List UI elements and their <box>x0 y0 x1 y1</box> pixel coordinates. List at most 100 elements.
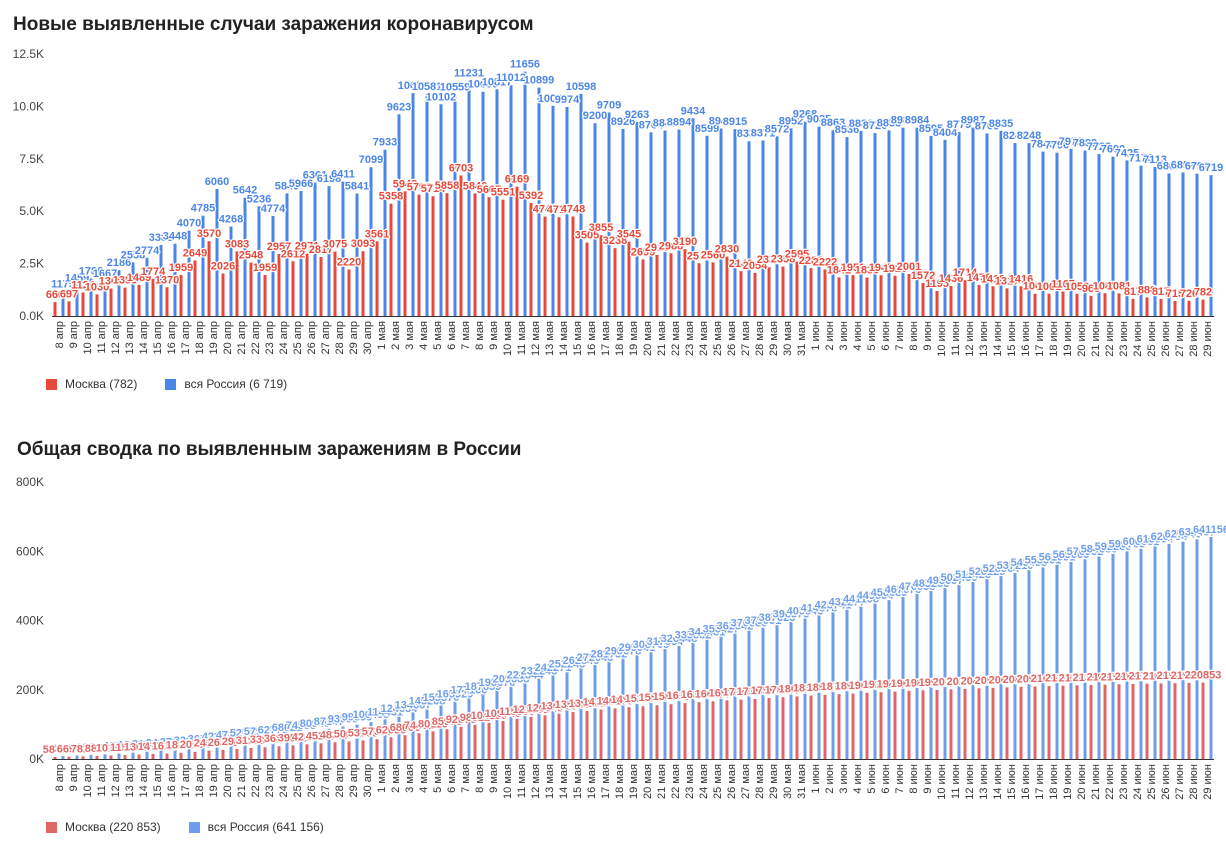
data-label-russia: 8831 <box>849 118 873 130</box>
data-label-russia: 553301 <box>1025 554 1062 566</box>
bar-moscow <box>515 718 519 759</box>
data-label-moscow: 2140 <box>729 258 753 270</box>
data-label-russia: 209688 <box>493 673 530 685</box>
bar-russia <box>299 190 303 316</box>
y-tick-label: 10.0K <box>13 99 44 113</box>
x-tick-label: 7 мая <box>460 321 472 350</box>
x-tick-label: 19 июн <box>1062 764 1074 800</box>
bar-russia <box>677 129 681 316</box>
bar-moscow <box>221 749 225 759</box>
bar-moscow <box>1131 298 1135 316</box>
legend-label-russia: вся Россия (641 156) <box>207 820 324 834</box>
data-label-russia: 9623 <box>387 101 411 113</box>
legend-item-moscow[interactable]: Москва (220 853) <box>46 820 161 834</box>
data-label-moscow: 2560 <box>701 249 725 261</box>
bar-russia <box>957 131 961 316</box>
bar-moscow <box>487 197 491 316</box>
bar-moscow <box>291 261 295 316</box>
x-tick-label: 23 июн <box>1118 321 1130 357</box>
data-label-russia: 232243 <box>521 666 558 678</box>
bar-russia <box>691 642 695 759</box>
data-label-russia: 10581 <box>412 81 443 93</box>
x-tick-label: 24 мая <box>698 764 710 799</box>
bar-russia <box>1013 572 1017 759</box>
bar-russia <box>145 751 149 759</box>
bar-moscow <box>767 267 771 316</box>
data-label-russia: 8672 <box>51 743 75 755</box>
x-tick-label: 16 июн <box>1020 321 1032 357</box>
x-tick-label: 2 июн <box>824 764 836 794</box>
data-label-moscow: 142868 <box>583 697 620 709</box>
data-label-russia: 7790 <box>1045 140 1069 152</box>
y-tick-label: 7.5K <box>19 152 44 166</box>
data-label-moscow: 219093 <box>1157 670 1194 682</box>
bar-russia <box>1139 548 1143 759</box>
data-label-moscow: 220853 <box>1185 670 1222 682</box>
bar-moscow <box>655 705 659 759</box>
data-label-russia: 485253 <box>913 578 950 590</box>
legend-item-moscow[interactable]: Москва (782) <box>46 377 137 391</box>
bar-russia <box>467 697 471 759</box>
x-tick-label: 9 июн <box>922 764 934 794</box>
data-label-russia: 317554 <box>647 636 685 648</box>
x-tick-label: 17 апр <box>180 321 192 354</box>
data-label-russia: 2558 <box>121 249 145 261</box>
data-label-russia: 344481 <box>689 627 726 639</box>
x-tick-label: 4 июн <box>852 321 864 351</box>
x-tick-label: 2 июн <box>824 321 836 351</box>
data-label-russia: 537210 <box>997 560 1034 572</box>
x-tick-label: 13 мая <box>544 321 556 356</box>
bar-russia <box>957 585 961 759</box>
data-label-russia: 99399 <box>342 712 373 724</box>
data-label-russia: 10899 <box>524 75 555 87</box>
data-label-moscow: 149651 <box>611 694 648 706</box>
data-label-russia: 308705 <box>633 639 670 651</box>
bar-russia <box>1139 165 1143 316</box>
bar-russia <box>803 618 807 759</box>
chart-legend: Москва (220 853) вся Россия (641 156) <box>46 820 352 834</box>
bar-moscow <box>949 689 953 759</box>
x-tick-label: 18 июн <box>1048 764 1060 800</box>
bar-russia <box>75 755 79 759</box>
legend-item-russia[interactable]: вся Россия (641 156) <box>188 820 324 834</box>
x-tick-label: 7 июн <box>894 764 906 794</box>
legend-item-russia[interactable]: вся Россия (6 719) <box>165 377 287 391</box>
bar-moscow <box>1145 297 1149 316</box>
data-label-russia: 5849 <box>275 180 299 192</box>
data-label-russia: 5236 <box>247 193 271 205</box>
data-label-moscow: 2026 <box>211 261 235 273</box>
bar-moscow <box>389 203 393 316</box>
bar-russia <box>985 578 989 759</box>
bar-russia <box>75 285 79 316</box>
x-tick-label: 23 мая <box>684 321 696 356</box>
bar-russia <box>593 664 597 759</box>
x-tick-label: 18 мая <box>614 764 626 799</box>
data-label-moscow: 53739 <box>348 727 379 739</box>
bar-russia <box>425 708 429 759</box>
x-tick-label: 12 июн <box>964 764 976 800</box>
bar-russia <box>901 597 905 759</box>
data-label-russia: 8984 <box>905 115 930 127</box>
bar-russia <box>971 127 975 316</box>
bar-moscow <box>67 756 71 759</box>
bar-moscow <box>249 262 253 316</box>
data-label-russia: 8338 <box>737 128 761 140</box>
x-tick-label: 16 апр <box>166 321 178 354</box>
bar-russia <box>383 719 387 759</box>
bar-russia <box>397 716 401 759</box>
bar-russia <box>929 135 933 316</box>
bar-moscow <box>123 755 127 759</box>
x-tick-label: 28 мая <box>754 321 766 356</box>
bar-moscow <box>1173 301 1177 316</box>
x-tick-label: 11 мая <box>516 764 528 798</box>
x-tick-label: 11 апр <box>96 764 108 797</box>
x-tick-label: 30 апр <box>362 764 374 797</box>
data-label-russia: 177160 <box>451 685 488 697</box>
bar-russia <box>117 753 121 759</box>
x-tick-label: 29 апр <box>348 321 360 354</box>
x-tick-label: 23 июн <box>1118 764 1130 800</box>
bar-russia <box>621 128 625 316</box>
data-label-moscow: 2358 <box>771 254 795 266</box>
data-label-russia: 21102 <box>132 739 162 751</box>
